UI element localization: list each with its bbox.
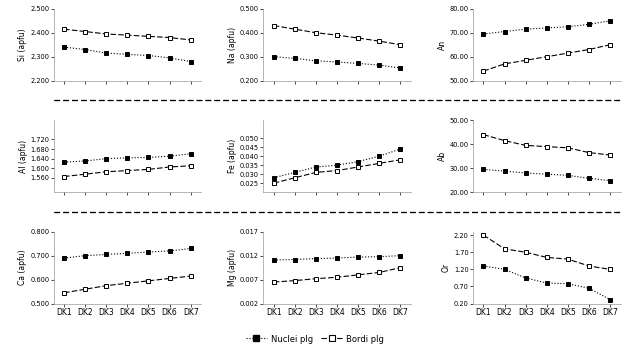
Y-axis label: Al (apfu): Al (apfu) [19, 140, 28, 173]
Y-axis label: Na (apfu): Na (apfu) [228, 27, 237, 63]
Y-axis label: Or: Or [442, 263, 451, 272]
Y-axis label: Ca (apfu): Ca (apfu) [18, 250, 28, 285]
Y-axis label: Si (apfu): Si (apfu) [18, 28, 28, 61]
Y-axis label: Ab: Ab [438, 151, 447, 161]
Y-axis label: Fe (apfu): Fe (apfu) [228, 139, 237, 173]
Y-axis label: An: An [438, 40, 447, 50]
Legend: Nuclei plg, Bordi plg: Nuclei plg, Bordi plg [243, 331, 387, 347]
Y-axis label: Mg (apfu): Mg (apfu) [228, 249, 237, 286]
